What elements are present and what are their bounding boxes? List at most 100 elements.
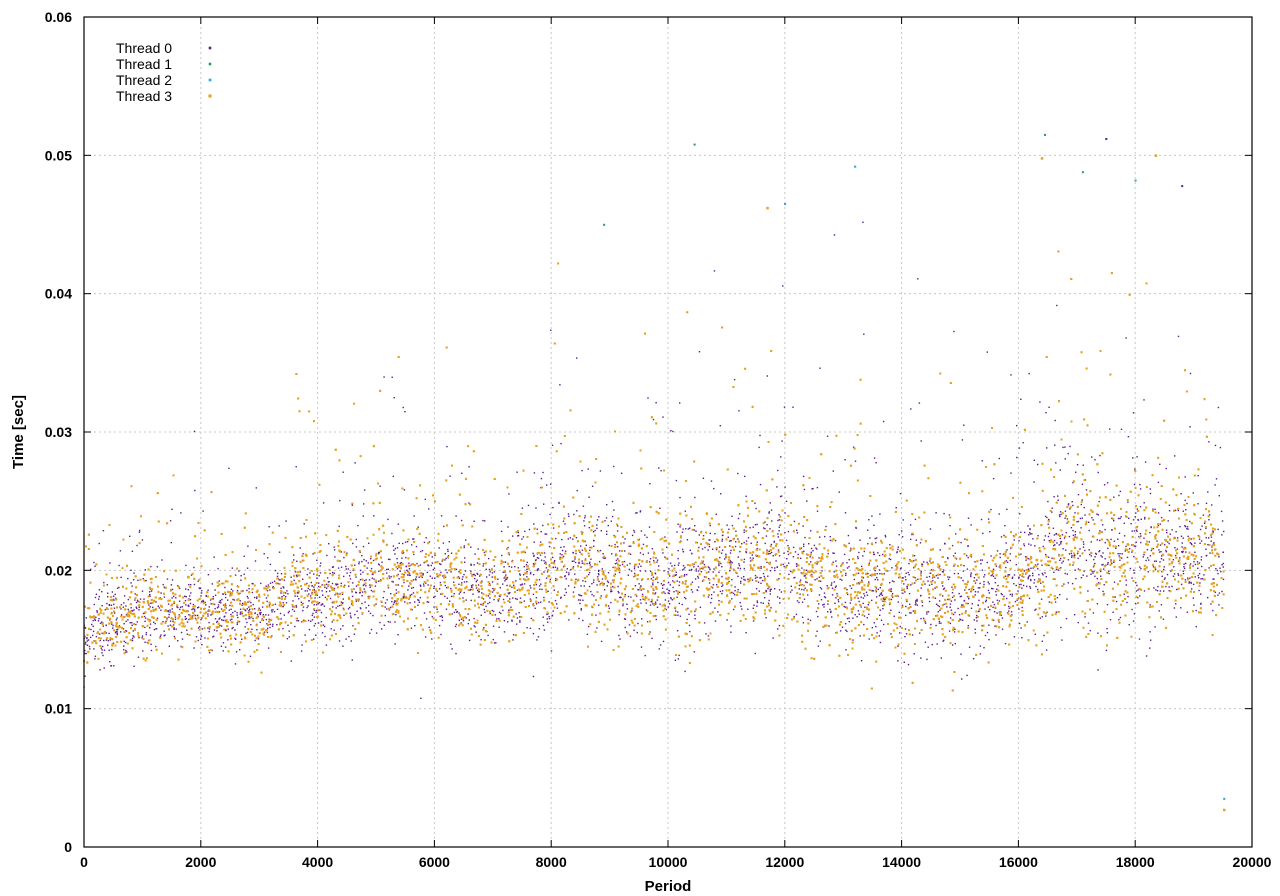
data-point [904,591,906,593]
data-point [668,592,670,595]
data-point [669,562,672,564]
data-point [578,617,580,620]
data-point [1221,534,1223,536]
data-point [1045,649,1048,651]
data-point [239,608,242,610]
data-point [992,568,995,570]
data-point [631,534,634,537]
data-point [850,587,853,590]
data-point [981,559,983,561]
data-point [224,619,226,622]
data-point [300,650,303,652]
data-point [890,598,893,601]
data-point [663,583,665,586]
data-point [986,631,989,634]
data-point [511,620,513,622]
data-point [503,577,505,579]
data-point [94,565,96,567]
data-point [408,568,411,570]
data-point [859,539,861,541]
data-point [243,555,245,557]
data-point [530,571,532,574]
data-point [142,578,144,580]
data-point [986,351,988,353]
data-point [574,558,576,560]
data-point [773,541,775,543]
data-point [1185,551,1187,553]
data-point [136,621,138,623]
data-point [559,384,561,386]
data-point [691,568,693,571]
data-point [950,600,953,602]
data-point [782,285,784,287]
data-point [1103,584,1105,586]
data-point [1128,624,1130,626]
data-point [915,539,917,541]
data-point [347,568,349,570]
data-point [691,581,694,583]
data-point [1054,419,1056,422]
data-point [239,613,241,615]
data-point [388,575,390,577]
data-point [141,637,143,639]
data-point [1066,598,1068,600]
data-point [792,546,795,549]
data-point [343,575,345,578]
data-point [693,529,695,531]
data-point [1110,538,1112,541]
data-point [924,622,927,624]
data-point [984,634,987,637]
data-point [262,619,264,621]
data-point [622,598,624,600]
data-point [1082,546,1085,548]
data-point [352,625,354,627]
data-point [173,627,175,629]
data-point [234,629,236,631]
data-point [1147,571,1149,573]
data-point [884,598,887,600]
data-point [313,604,315,606]
data-point [116,633,118,636]
data-point [532,675,535,678]
data-point [125,620,127,623]
data-point [1192,565,1194,567]
data-point [819,580,822,582]
data-point [375,632,378,634]
data-point [208,628,211,630]
data-point [202,600,205,603]
data-point [115,631,117,633]
data-point [1128,548,1131,550]
data-point [300,621,303,623]
data-point [267,647,270,649]
data-point [1013,539,1015,541]
data-point [355,600,358,602]
data-point [1033,481,1035,483]
data-point [228,609,230,611]
data-point [830,611,832,614]
data-point [769,570,772,572]
data-point [1139,595,1141,597]
data-point [107,608,109,610]
data-point [846,589,848,591]
data-point [1087,590,1089,592]
data-point [622,603,624,605]
data-point [85,641,87,644]
data-point [770,588,772,590]
data-point [972,588,975,591]
data-point [1092,612,1095,614]
data-point [506,584,508,587]
data-point [993,619,995,621]
data-point [707,596,710,598]
data-point [129,535,131,537]
data-point [393,601,395,604]
data-point [980,518,983,521]
data-point [221,598,223,601]
data-point [974,582,977,584]
data-point [433,606,435,608]
data-point [878,595,881,597]
data-point [1027,578,1029,580]
data-point [303,619,305,621]
data-point [1133,569,1135,571]
data-point [255,487,257,489]
data-point [640,602,642,604]
